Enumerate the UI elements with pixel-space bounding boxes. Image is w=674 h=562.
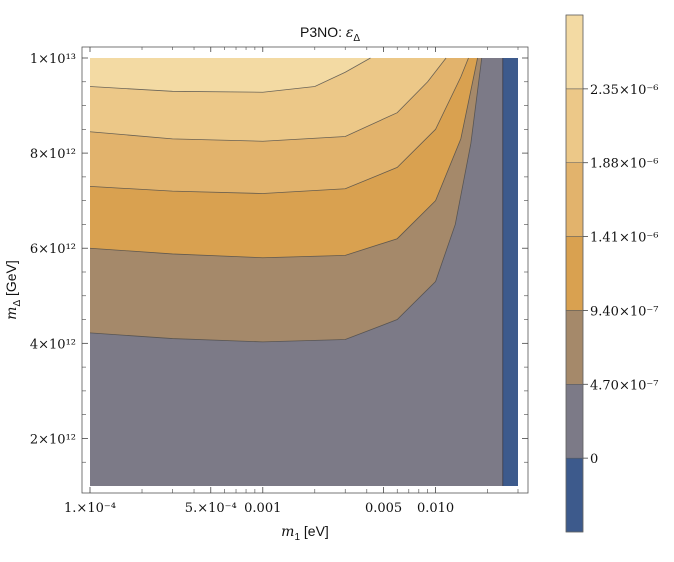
y-tick-label-4: 1×10¹³ xyxy=(30,52,76,67)
colorbar-label-1: 4.70×10⁻⁷ xyxy=(590,378,658,393)
colorbar-band-5 xyxy=(565,88,584,163)
colorbar: 0 4.70×10⁻⁷ 9.40×10⁻⁷ 1.41×10⁻⁶ 1.88×10⁻⁶ 2.3… xyxy=(565,14,658,533)
x-tick-label-2: 0.001 xyxy=(244,501,281,516)
x-axis-label: m1 [eV] xyxy=(281,523,329,543)
y-tick-label-0: 2×10¹² xyxy=(30,432,76,447)
contour-band-5 xyxy=(90,58,371,93)
colorbar-frame xyxy=(565,14,584,533)
colorbar-band-6 xyxy=(565,14,584,90)
chart-title: P3NO: εΔ xyxy=(300,24,360,44)
x-axis-ticks: 1.×10⁻⁴ 5.×10⁻⁴ 0.001 0.005 0.010 xyxy=(64,47,519,516)
contour-line-2 xyxy=(89,57,478,259)
contour-line-1 xyxy=(89,57,483,343)
y-tick-label-1: 4×10¹² xyxy=(30,337,76,352)
colorbar-band-1 xyxy=(565,384,584,459)
contour-line-3 xyxy=(89,57,469,194)
colorbar-band-0 xyxy=(565,457,584,533)
colorbar-label-5: 2.35×10⁻⁶ xyxy=(590,83,658,98)
contour-line-5 xyxy=(89,57,371,93)
y-tick-label-3: 8×10¹² xyxy=(30,147,76,162)
colorbar-band-4 xyxy=(565,162,584,237)
colorbar-label-3: 1.41×10⁻⁶ xyxy=(590,231,658,246)
contour-regions xyxy=(90,58,518,486)
y-axis-label: mΔ [GeV] xyxy=(3,260,23,320)
plot-area: 1.×10⁻⁴ 5.×10⁻⁴ 0.001 0.005 0.010 2×10¹² 4×10… xyxy=(30,46,529,516)
contour-band-negative xyxy=(502,58,518,486)
contour-lines xyxy=(89,57,504,486)
y-axis-ticks: 2×10¹² 4×10¹² 6×10¹² 8×10¹² 1×10¹³ xyxy=(30,52,528,463)
colorbar-label-2: 9.40×10⁻⁷ xyxy=(590,304,658,319)
x-tick-label-3: 0.005 xyxy=(365,501,402,516)
colorbar-band-2 xyxy=(565,310,584,385)
x-tick-label-4: 0.010 xyxy=(417,501,454,516)
y-tick-label-2: 6×10¹² xyxy=(30,242,76,257)
contour-line-4 xyxy=(89,57,447,142)
colorbar-band-3 xyxy=(565,236,584,311)
x-tick-label-0: 1.×10⁻⁴ xyxy=(64,501,116,516)
x-tick-label-1: 5.×10⁻⁴ xyxy=(185,501,237,516)
colorbar-label-0: 0 xyxy=(590,452,598,467)
colorbar-label-4: 1.88×10⁻⁶ xyxy=(590,157,658,172)
